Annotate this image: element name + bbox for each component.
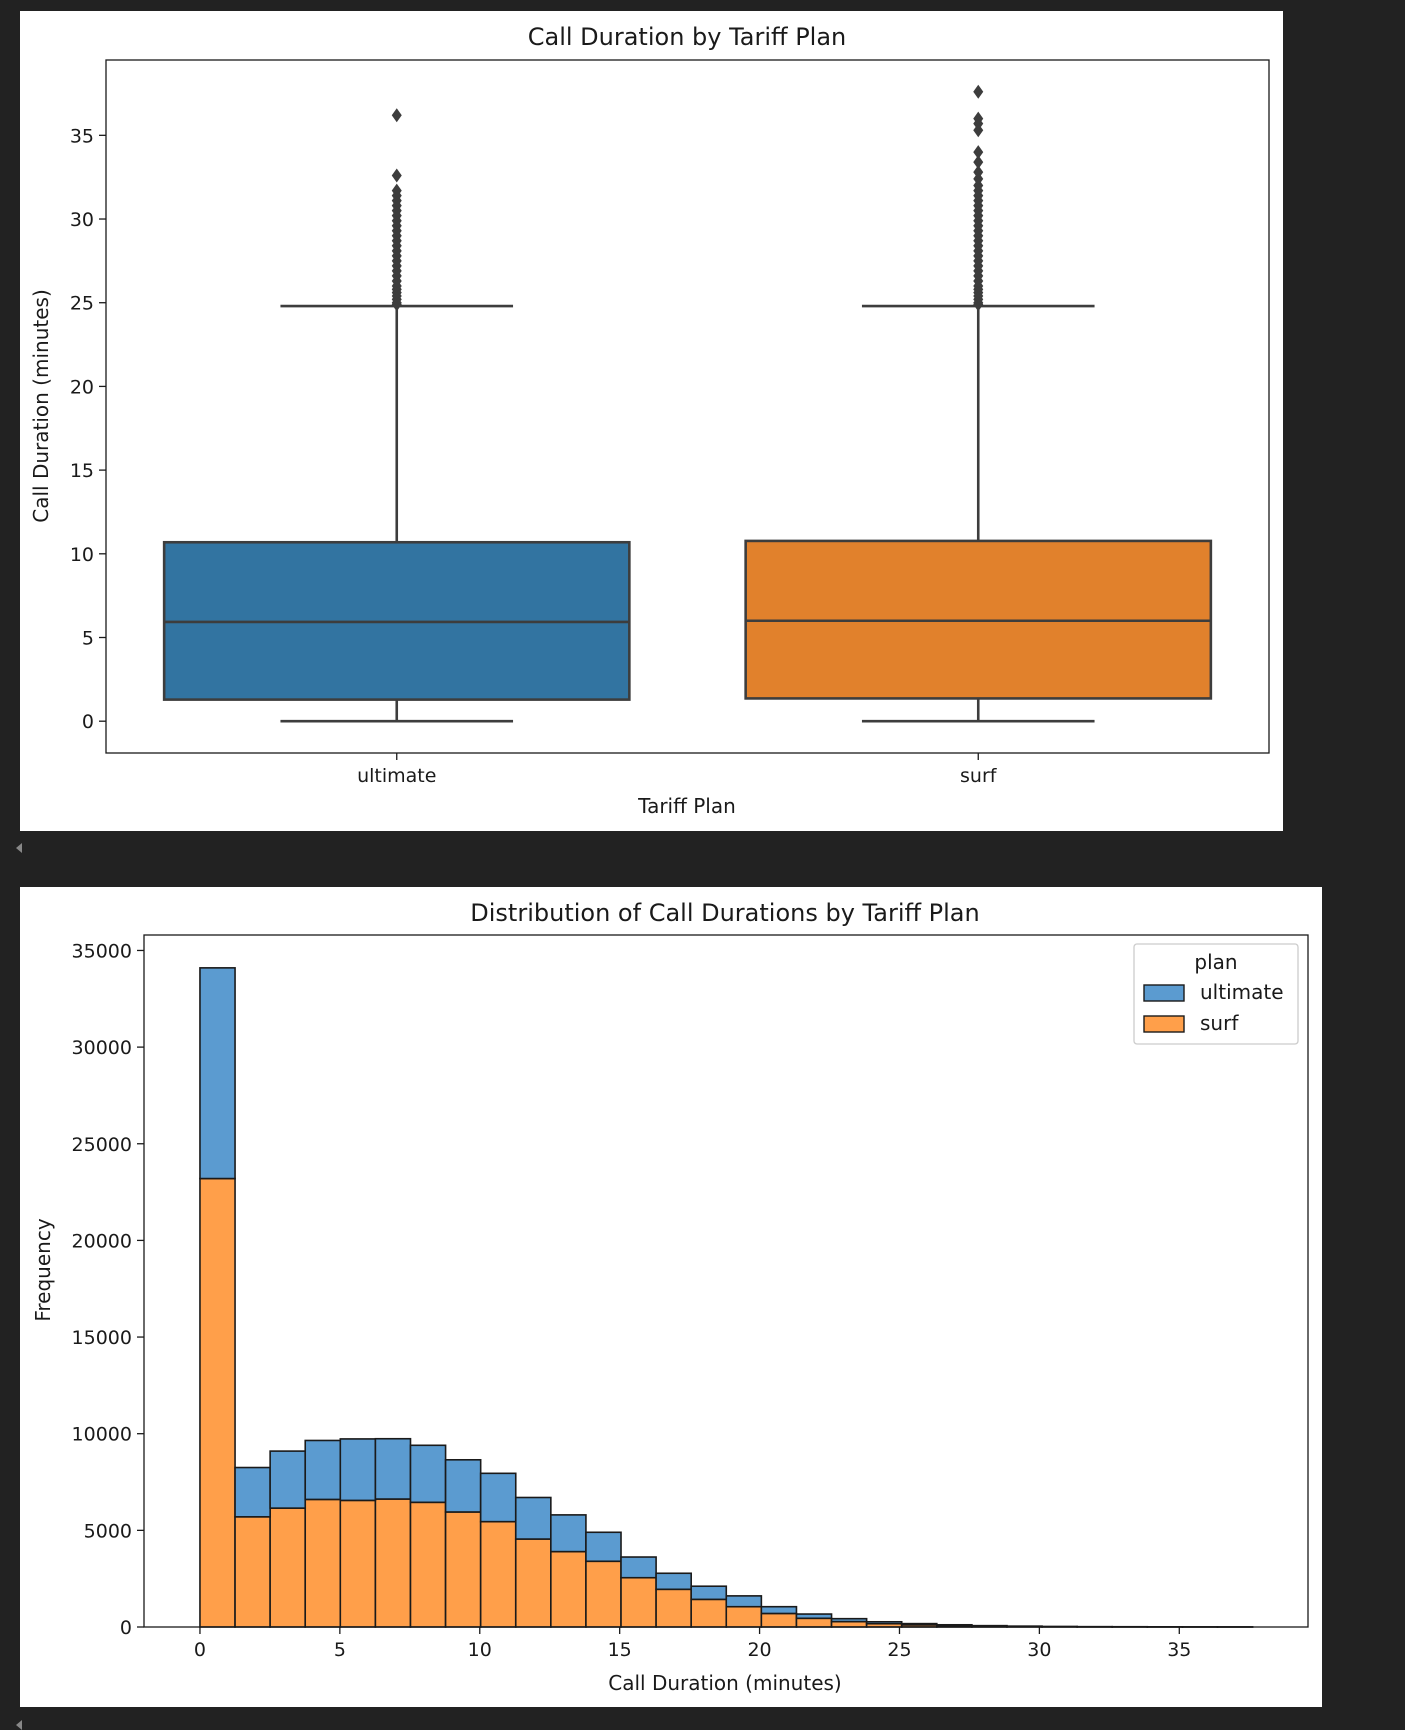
series-surf (200, 1179, 1253, 1627)
legend-label-surf: surf (1200, 1011, 1239, 1035)
bar-surf (235, 1517, 270, 1627)
y-tick-label: 0 (120, 1617, 132, 1639)
y-tick-label: 15 (70, 460, 94, 482)
bar-surf (340, 1500, 375, 1627)
bar-ultimate (410, 1445, 445, 1502)
y-tick-label: 5000 (84, 1520, 132, 1542)
x-tick-label: 25 (887, 1639, 911, 1661)
x-tick-label: 5 (334, 1639, 346, 1661)
x-tick-label: 10 (468, 1639, 492, 1661)
bar-ultimate (972, 1626, 1007, 1627)
outlier-point (973, 85, 983, 99)
histogram-panel: Distribution of Call Durations by Tariff… (20, 887, 1322, 1707)
box-ultimate (164, 108, 629, 721)
bar-ultimate (340, 1439, 375, 1500)
bar-ultimate (305, 1440, 340, 1499)
bar-ultimate (516, 1497, 551, 1539)
bar-surf (375, 1499, 410, 1627)
scroll-left-icon[interactable] (16, 843, 22, 853)
box-surf (746, 85, 1211, 721)
chart-title: Distribution of Call Durations by Tariff… (470, 899, 979, 927)
bar-ultimate (761, 1607, 796, 1614)
legend-title: plan (1194, 950, 1237, 974)
y-tick-label: 20000 (72, 1230, 132, 1252)
legend-swatch-ultimate (1144, 985, 1184, 1001)
x-tick-label: ultimate (357, 765, 436, 787)
bar-surf (586, 1561, 621, 1627)
legend: plan ultimate surf (1134, 944, 1298, 1044)
bar-surf (832, 1622, 867, 1627)
bar-surf (446, 1512, 481, 1627)
x-tick-label: 30 (1027, 1639, 1051, 1661)
bar-surf (691, 1599, 726, 1627)
bar-surf (410, 1502, 445, 1627)
y-tick-label: 10 (70, 544, 94, 566)
bar-surf (761, 1613, 796, 1627)
x-tick-label: 0 (194, 1639, 206, 1661)
y-tick-label: 30000 (72, 1037, 132, 1059)
chart-title: Call Duration by Tariff Plan (528, 23, 847, 51)
bar-surf (621, 1578, 656, 1627)
outlier-point (392, 169, 402, 183)
bar-ultimate (270, 1451, 305, 1508)
bar-surf (656, 1589, 691, 1627)
bar-surf (726, 1607, 761, 1627)
legend-swatch-surf (1144, 1016, 1184, 1032)
histogram: Distribution of Call Durations by Tariff… (20, 887, 1322, 1707)
bar-surf (796, 1618, 831, 1627)
bar-ultimate (691, 1586, 726, 1599)
y-tick-label: 35000 (72, 940, 132, 962)
bar-ultimate (375, 1439, 410, 1499)
bar-surf (551, 1552, 586, 1627)
bar-ultimate (656, 1573, 691, 1589)
x-tick-label: 15 (608, 1639, 632, 1661)
bar-ultimate (867, 1622, 902, 1624)
bar-ultimate (551, 1515, 586, 1552)
bar-ultimate (902, 1624, 937, 1625)
bar-ultimate (586, 1532, 621, 1561)
y-tick-label: 25000 (72, 1134, 132, 1156)
x-axis-label: Tariff Plan (637, 794, 736, 818)
bar-ultimate (937, 1625, 972, 1626)
legend-label-ultimate: ultimate (1200, 980, 1284, 1004)
bar-surf (270, 1508, 305, 1627)
x-axis-label: Call Duration (minutes) (608, 1671, 841, 1695)
scroll-left-icon[interactable] (16, 1720, 22, 1730)
bar-surf (481, 1522, 516, 1627)
y-tick-label: 10000 (72, 1424, 132, 1446)
y-tick-label: 0 (82, 711, 94, 733)
outlier-point (392, 108, 402, 122)
bar-surf (200, 1179, 235, 1627)
bar-ultimate (621, 1557, 656, 1578)
bar-ultimate (446, 1460, 481, 1512)
x-tick-label: 20 (747, 1639, 771, 1661)
x-tick-label: surf (960, 765, 998, 787)
bar-ultimate (796, 1614, 831, 1618)
outlier-point (973, 145, 983, 159)
y-tick-label: 15000 (72, 1327, 132, 1349)
bar-ultimate (481, 1473, 516, 1521)
bar-surf (516, 1539, 551, 1627)
y-axis-label: Frequency (31, 1218, 55, 1321)
y-tick-label: 30 (70, 209, 94, 231)
bar-ultimate (726, 1596, 761, 1607)
bar-ultimate (832, 1619, 867, 1622)
y-tick-label: 5 (82, 628, 94, 650)
box-plot: Call Duration by Tariff Plan Tariff Plan… (20, 11, 1283, 831)
bar-ultimate (200, 968, 235, 1179)
bar-ultimate (235, 1468, 270, 1517)
y-tick-label: 25 (70, 293, 94, 315)
y-axis-label: Call Duration (minutes) (29, 289, 53, 522)
x-tick-label: 35 (1167, 1639, 1191, 1661)
box-plot-panel: Call Duration by Tariff Plan Tariff Plan… (20, 11, 1283, 831)
bar-surf (305, 1499, 340, 1627)
y-tick-label: 20 (70, 376, 94, 398)
y-tick-label: 35 (70, 125, 94, 147)
